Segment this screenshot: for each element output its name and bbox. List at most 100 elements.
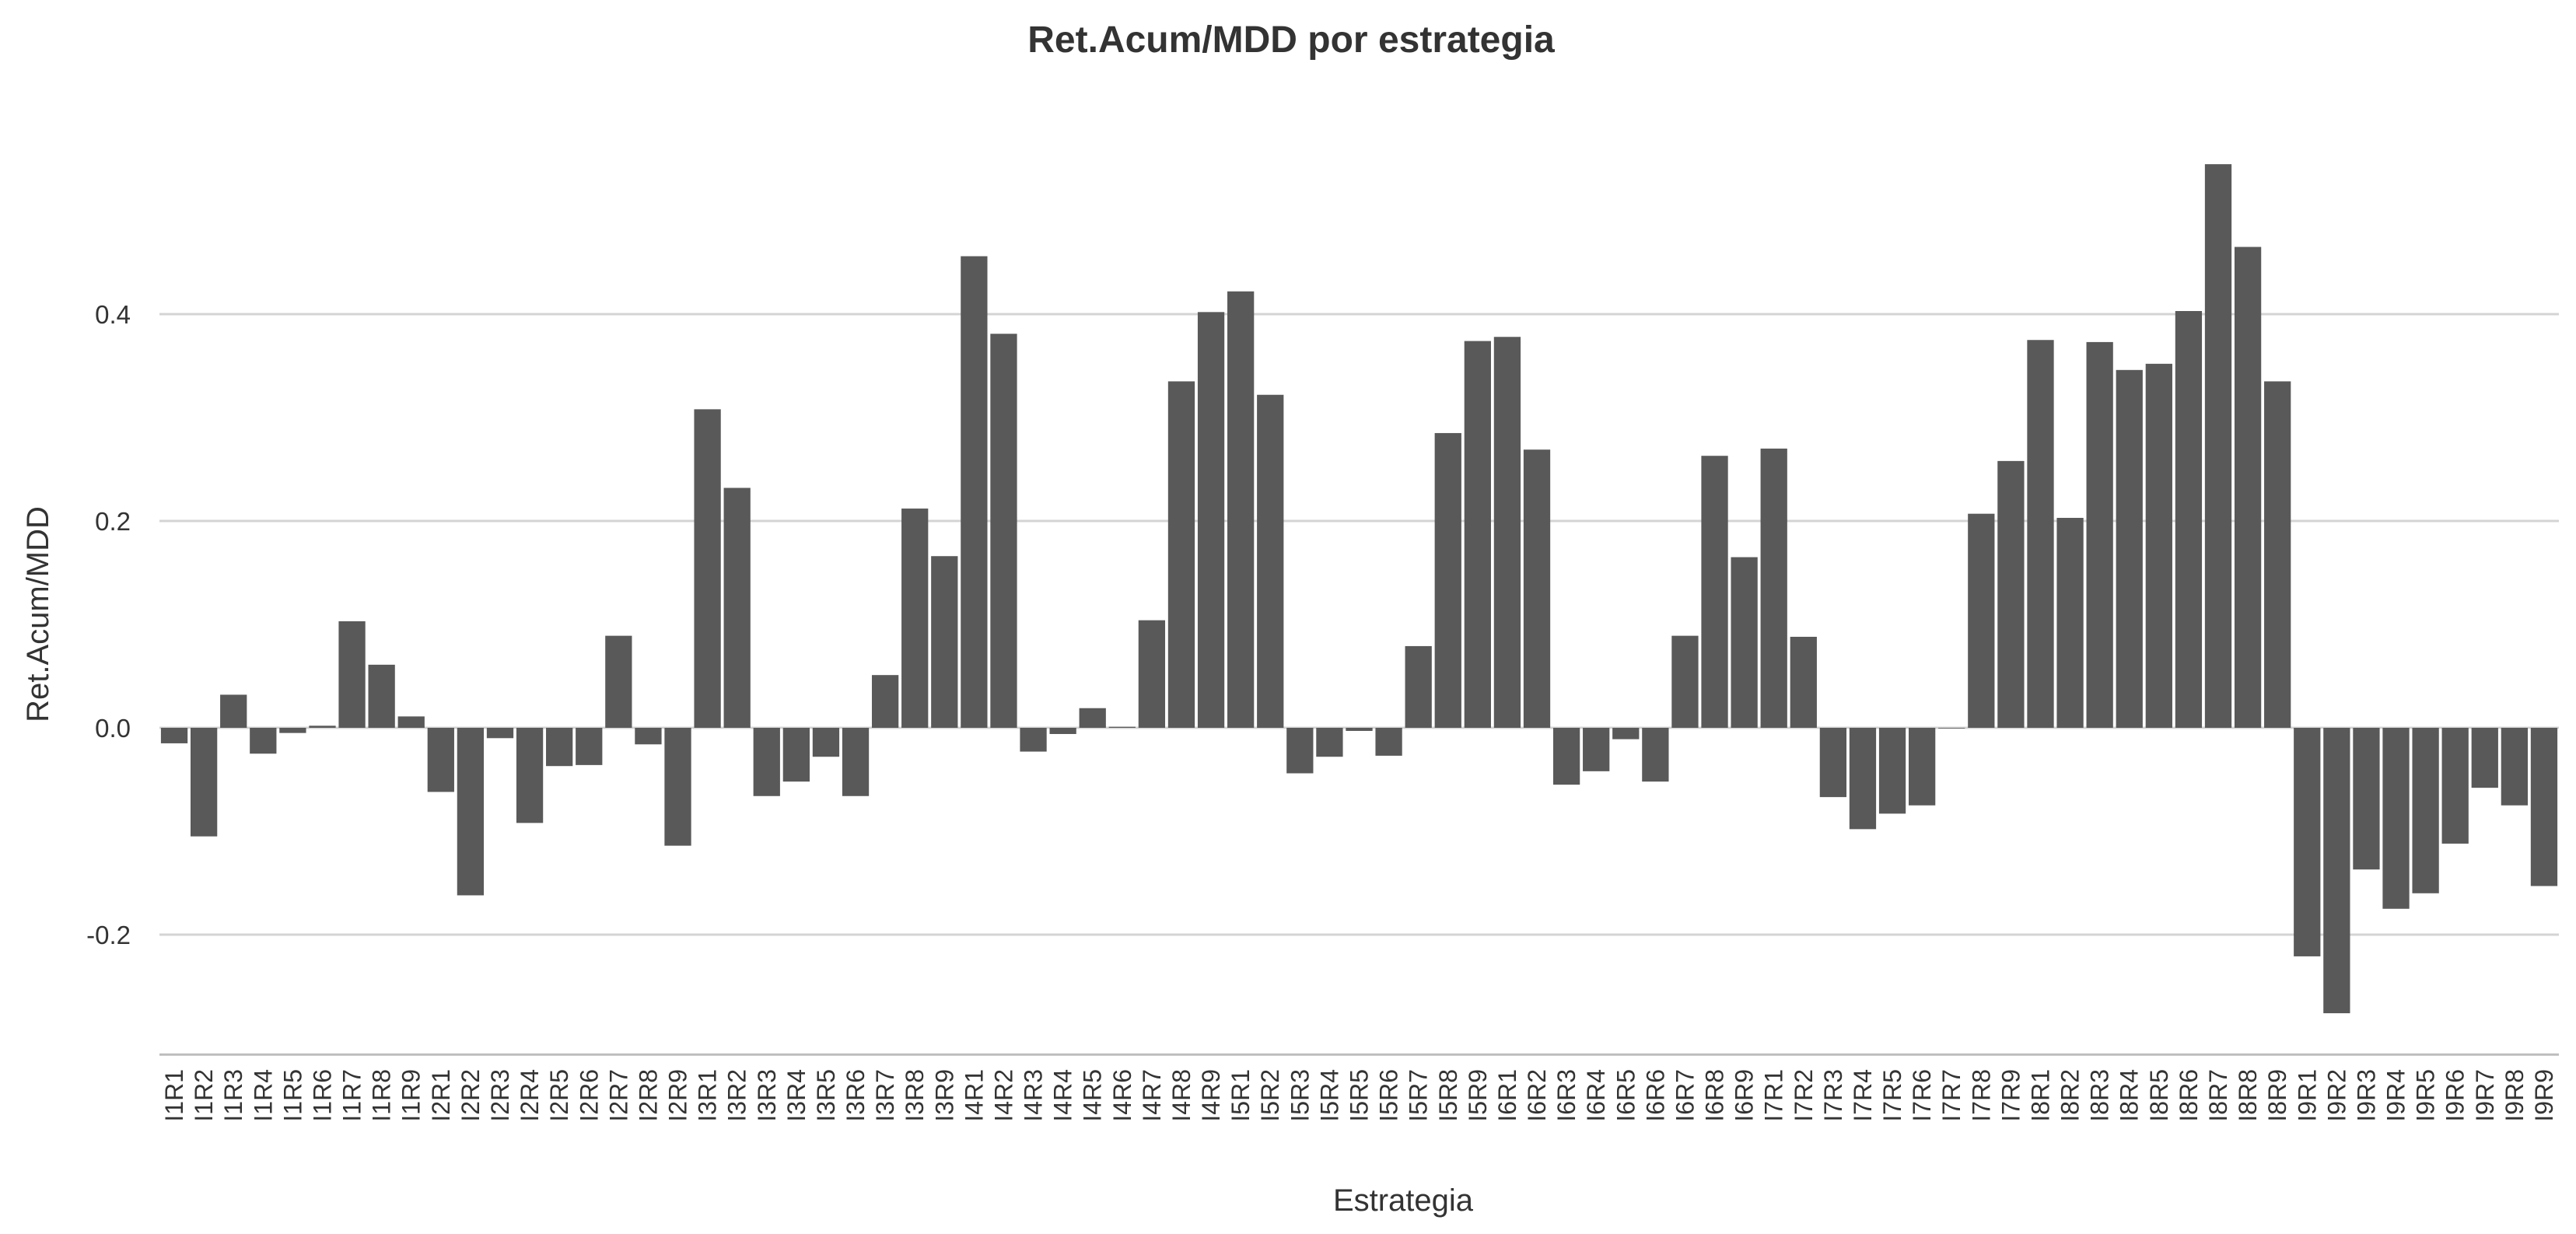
- x-tick-label: I8R7: [2204, 1069, 2232, 1122]
- x-tick-label: I9R8: [2501, 1069, 2529, 1122]
- x-tick-label: I2R4: [516, 1069, 544, 1122]
- x-tick-label: I6R1: [1493, 1069, 1521, 1122]
- x-tick-label: I5R6: [1375, 1069, 1403, 1122]
- bar: [2086, 341, 2113, 728]
- x-tick-label: I6R8: [1701, 1069, 1729, 1122]
- x-tick-label: I9R5: [2412, 1069, 2440, 1122]
- bar: [1968, 513, 1995, 728]
- x-tick-label: I8R5: [2145, 1069, 2173, 1122]
- bar: [1375, 728, 1402, 756]
- x-tick-label: I8R3: [2086, 1069, 2114, 1122]
- bar: [723, 488, 751, 728]
- x-tick-label: I5R1: [1227, 1069, 1255, 1122]
- bar: [1227, 291, 1255, 728]
- x-tick-label: I8R8: [2234, 1069, 2262, 1122]
- y-tick-labels: -0.2 0.0 0.2 0.4: [86, 300, 131, 949]
- bar: [1612, 728, 1640, 739]
- x-tick-label: I7R3: [1819, 1069, 1847, 1122]
- x-tick-label: I2R7: [604, 1069, 632, 1122]
- x-tick-label: I1R1: [160, 1069, 188, 1122]
- x-tick-label: I4R2: [989, 1069, 1017, 1122]
- bar: [2441, 728, 2469, 844]
- bar: [961, 256, 988, 728]
- bar: [664, 728, 691, 846]
- y-tick-label: 0.0: [95, 714, 131, 743]
- y-tick-label: -0.2: [86, 921, 131, 949]
- bar: [457, 728, 485, 896]
- bar: [635, 728, 662, 745]
- bar: [427, 728, 454, 792]
- bar: [605, 635, 632, 728]
- x-tick-label: I4R5: [1079, 1069, 1107, 1122]
- bar: [1108, 726, 1136, 728]
- bar: [694, 409, 721, 728]
- bar: [1819, 728, 1847, 798]
- x-tick-label: I3R7: [871, 1069, 899, 1122]
- bar: [2116, 369, 2143, 728]
- bar: [160, 728, 188, 743]
- bar: [1434, 432, 1461, 728]
- bar: [2294, 728, 2321, 956]
- bar: [486, 728, 514, 739]
- x-tick-label: I1R8: [368, 1069, 396, 1122]
- x-tick-label: I3R1: [694, 1069, 722, 1122]
- x-tick-label: I7R7: [1937, 1069, 1965, 1122]
- bar: [220, 694, 247, 728]
- chart-title: Ret.Acum/MDD por estrategia: [1027, 19, 1555, 61]
- x-tick-label: I7R8: [1967, 1069, 1995, 1122]
- x-tick-label: I1R4: [249, 1069, 277, 1122]
- bar: [1552, 728, 1580, 785]
- bar: [1257, 394, 1284, 728]
- bar: [2056, 518, 2084, 728]
- x-tick-label: I2R5: [545, 1069, 573, 1122]
- bar: [2175, 311, 2203, 728]
- y-tick-label: 0.4: [95, 300, 131, 329]
- x-tick-label: I2R2: [457, 1069, 485, 1122]
- bar: [1493, 337, 1521, 728]
- bar: [901, 509, 929, 728]
- x-tick-label: I3R9: [930, 1069, 958, 1122]
- x-tick-label: I6R4: [1582, 1069, 1610, 1122]
- bar: [1079, 708, 1106, 728]
- bar: [812, 728, 840, 757]
- bar: [368, 664, 395, 728]
- bar: [1701, 456, 1728, 728]
- bar: [931, 556, 958, 728]
- x-tick-label: I8R9: [2263, 1069, 2291, 1122]
- x-tick-label: I1R9: [397, 1069, 425, 1122]
- x-tick-label: I2R1: [427, 1069, 455, 1122]
- x-tick-label: I8R2: [2056, 1069, 2084, 1122]
- bar: [1020, 728, 1047, 752]
- bar: [1049, 728, 1076, 734]
- x-tick-label: I4R8: [1167, 1069, 1195, 1122]
- bar: [190, 728, 218, 837]
- x-tick-label: I9R9: [2530, 1069, 2558, 1122]
- x-tick-label: I5R4: [1315, 1069, 1343, 1122]
- bar: [2412, 728, 2439, 893]
- x-tick-label: I1R2: [190, 1069, 218, 1122]
- x-tick-label: I1R6: [308, 1069, 336, 1122]
- x-tick-label: I2R3: [486, 1069, 514, 1122]
- bar: [1138, 620, 1166, 728]
- bar: [338, 621, 366, 728]
- x-tick-label: I4R1: [960, 1069, 988, 1122]
- bar: [1790, 636, 1817, 728]
- bar: [753, 728, 780, 796]
- bar: [1760, 448, 1787, 728]
- bar: [309, 725, 336, 728]
- bar: [1583, 728, 1610, 771]
- bar: [250, 728, 277, 754]
- bar: [1671, 635, 1699, 728]
- bar: [2027, 340, 2054, 728]
- bar: [546, 728, 573, 767]
- x-tick-label: I7R6: [1908, 1069, 1936, 1122]
- bar: [1316, 728, 1343, 757]
- bar: [2382, 728, 2410, 909]
- x-tick-label: I3R5: [812, 1069, 840, 1122]
- bar: [2234, 246, 2262, 728]
- x-tick-label: I6R7: [1671, 1069, 1699, 1122]
- x-tick-label: I4R3: [1020, 1069, 1048, 1122]
- x-tick-label: I7R5: [1878, 1069, 1906, 1122]
- x-tick-label: I9R3: [2352, 1069, 2380, 1122]
